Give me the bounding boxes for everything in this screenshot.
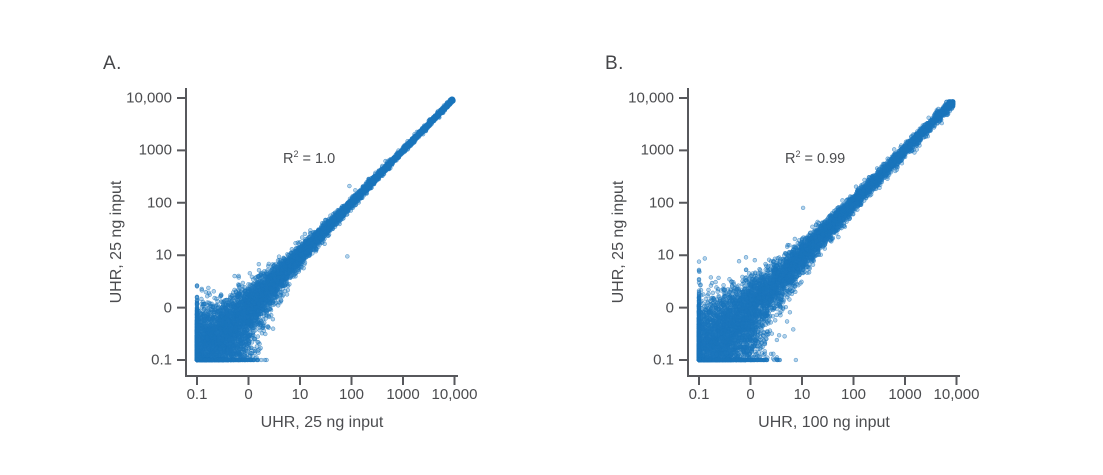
scatter-figure: A. R2 = 1.0 UHR, 25 ng input UHR, 25 ng …: [0, 0, 1103, 475]
scatter-points-canvas: [0, 0, 1103, 475]
